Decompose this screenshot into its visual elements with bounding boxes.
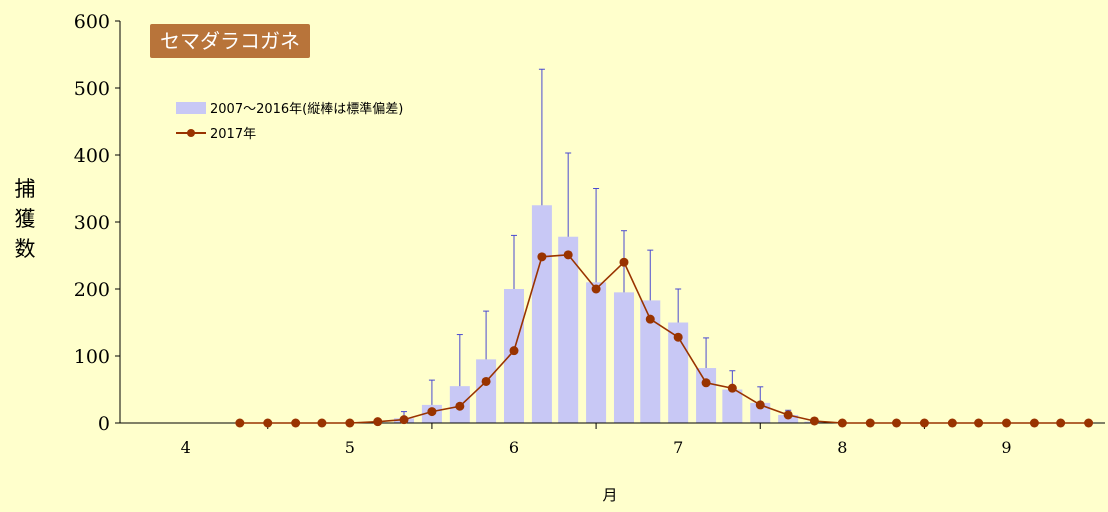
line-point bbox=[919, 418, 929, 428]
legend-swatch-bar bbox=[176, 102, 206, 114]
bar bbox=[750, 402, 771, 423]
line-point bbox=[892, 418, 902, 428]
line-point bbox=[1029, 418, 1039, 428]
legend-label-line: 2017年 bbox=[210, 127, 256, 142]
x-tick-label: 9 bbox=[1001, 438, 1011, 457]
line-point bbox=[509, 346, 519, 356]
line-point bbox=[455, 401, 465, 411]
y-axis-label: 捕獲数 bbox=[15, 177, 36, 261]
line-point bbox=[837, 418, 847, 428]
bar bbox=[531, 205, 552, 423]
line-point bbox=[235, 418, 245, 428]
y-tick-label: 500 bbox=[74, 78, 110, 100]
line-point bbox=[755, 400, 765, 410]
title-box-background bbox=[150, 24, 310, 58]
line-point bbox=[317, 418, 327, 428]
bar bbox=[504, 289, 524, 423]
line-point bbox=[974, 418, 984, 428]
line-point bbox=[591, 284, 601, 294]
line-point bbox=[291, 418, 301, 428]
line-point bbox=[701, 378, 711, 388]
line-point bbox=[673, 332, 683, 342]
legend-label-bar: 2007～2016年(縦棒は標準偏差) bbox=[210, 101, 403, 117]
title-box: セマダラコガネ bbox=[150, 24, 310, 58]
bar bbox=[558, 236, 579, 423]
x-tick-label: 7 bbox=[673, 438, 683, 457]
line-point bbox=[427, 407, 437, 417]
y-axis-label-char: 数 bbox=[15, 237, 36, 261]
line-point bbox=[263, 418, 273, 428]
line-point bbox=[809, 416, 819, 426]
bar bbox=[668, 322, 689, 423]
y-tick-label: 200 bbox=[74, 279, 110, 301]
line-point bbox=[727, 383, 737, 393]
x-tick-label: 4 bbox=[181, 438, 191, 457]
line-point bbox=[563, 250, 573, 260]
line-point bbox=[645, 314, 655, 324]
x-axis-label: 月 bbox=[602, 486, 617, 504]
line-point bbox=[481, 376, 491, 386]
bar bbox=[586, 282, 607, 423]
chart-title: セマダラコガネ bbox=[160, 29, 300, 53]
line-point bbox=[373, 417, 383, 427]
y-tick-label: 400 bbox=[74, 145, 110, 167]
legend: 2007～2016年(縦棒は標準偏差) 2017年 bbox=[176, 101, 403, 142]
y-tick-label: 100 bbox=[74, 346, 110, 368]
bar bbox=[613, 292, 634, 423]
line-point bbox=[1056, 418, 1066, 428]
line-point bbox=[783, 410, 793, 420]
line-point bbox=[947, 418, 957, 428]
line-point bbox=[1002, 418, 1011, 428]
y-axis-label-char: 獲 bbox=[15, 207, 36, 231]
x-tick-label: 6 bbox=[509, 438, 519, 457]
legend-swatch-marker bbox=[187, 129, 195, 137]
line-point bbox=[345, 418, 355, 428]
bar bbox=[722, 389, 743, 423]
x-tick-label: 8 bbox=[837, 438, 847, 457]
y-axis-label-char: 捕 bbox=[15, 177, 36, 201]
line-point bbox=[1084, 418, 1094, 428]
line-point bbox=[537, 252, 547, 262]
line-point bbox=[399, 415, 409, 425]
y-tick-label: 300 bbox=[74, 212, 110, 234]
y-tick-label: 0 bbox=[98, 413, 110, 435]
bar bbox=[640, 300, 661, 423]
bar bbox=[476, 359, 497, 423]
bar bbox=[696, 368, 717, 423]
y-tick-label: 600 bbox=[74, 11, 110, 33]
line-series-layer bbox=[235, 250, 1094, 428]
line-point bbox=[865, 418, 875, 428]
x-tick-label: 5 bbox=[345, 438, 355, 457]
series-line bbox=[239, 253, 1089, 424]
line-point bbox=[619, 257, 629, 267]
